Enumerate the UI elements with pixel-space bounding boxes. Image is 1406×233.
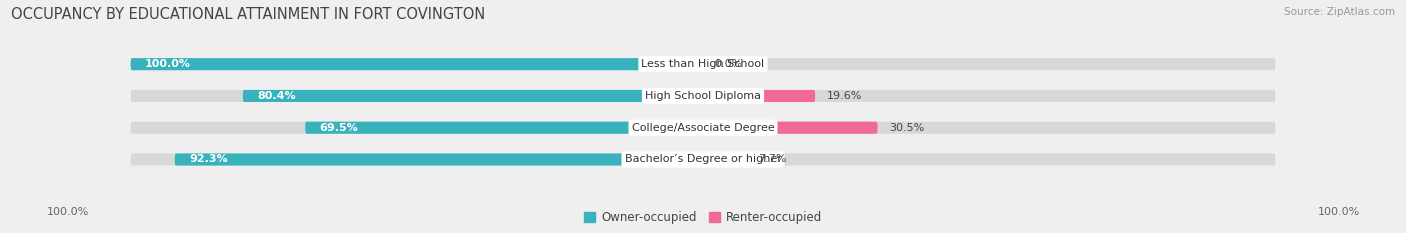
Text: 100.0%: 100.0% <box>145 59 191 69</box>
FancyBboxPatch shape <box>703 154 1275 165</box>
FancyBboxPatch shape <box>131 58 703 70</box>
Text: 100.0%: 100.0% <box>46 207 89 217</box>
FancyBboxPatch shape <box>703 154 747 165</box>
Text: Source: ZipAtlas.com: Source: ZipAtlas.com <box>1284 7 1395 17</box>
FancyBboxPatch shape <box>131 154 703 165</box>
FancyBboxPatch shape <box>305 122 703 134</box>
FancyBboxPatch shape <box>131 90 703 102</box>
Text: 92.3%: 92.3% <box>188 154 228 164</box>
Text: 0.0%: 0.0% <box>714 59 742 69</box>
FancyBboxPatch shape <box>131 58 703 70</box>
Text: 7.7%: 7.7% <box>758 154 787 164</box>
Text: 100.0%: 100.0% <box>1317 207 1360 217</box>
Text: 30.5%: 30.5% <box>889 123 924 133</box>
Text: 69.5%: 69.5% <box>319 123 359 133</box>
Text: High School Diploma: High School Diploma <box>645 91 761 101</box>
Text: Less than High School: Less than High School <box>641 59 765 69</box>
Text: 80.4%: 80.4% <box>257 91 295 101</box>
FancyBboxPatch shape <box>703 122 1275 134</box>
FancyBboxPatch shape <box>703 90 1275 102</box>
FancyBboxPatch shape <box>243 90 703 102</box>
Text: College/Associate Degree: College/Associate Degree <box>631 123 775 133</box>
Text: OCCUPANCY BY EDUCATIONAL ATTAINMENT IN FORT COVINGTON: OCCUPANCY BY EDUCATIONAL ATTAINMENT IN F… <box>11 7 485 22</box>
FancyBboxPatch shape <box>174 154 703 165</box>
FancyBboxPatch shape <box>703 58 1275 70</box>
FancyBboxPatch shape <box>703 122 877 134</box>
Text: Bachelor’s Degree or higher: Bachelor’s Degree or higher <box>624 154 782 164</box>
Text: 19.6%: 19.6% <box>827 91 862 101</box>
Legend: Owner-occupied, Renter-occupied: Owner-occupied, Renter-occupied <box>579 206 827 229</box>
FancyBboxPatch shape <box>131 122 703 134</box>
FancyBboxPatch shape <box>703 90 815 102</box>
